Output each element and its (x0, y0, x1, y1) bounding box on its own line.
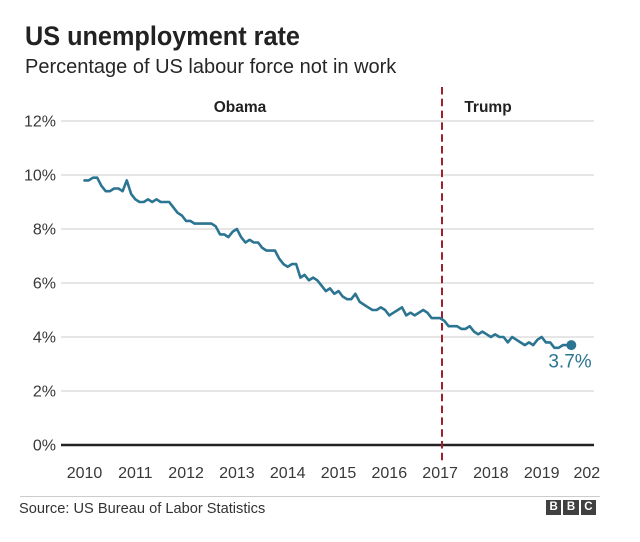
svg-text:0%: 0% (33, 438, 56, 455)
svg-text:Obama: Obama (214, 99, 267, 116)
svg-text:12%: 12% (24, 114, 56, 131)
svg-text:2017: 2017 (422, 465, 458, 482)
svg-text:2%: 2% (33, 384, 56, 401)
svg-text:2015: 2015 (321, 465, 357, 482)
svg-text:8%: 8% (33, 222, 56, 239)
svg-text:10%: 10% (24, 168, 56, 185)
svg-text:202: 202 (574, 465, 601, 482)
svg-text:2010: 2010 (67, 465, 103, 482)
svg-text:2013: 2013 (219, 465, 255, 482)
svg-text:2014: 2014 (270, 465, 306, 482)
svg-text:4%: 4% (33, 330, 56, 347)
svg-text:3.7%: 3.7% (548, 352, 591, 373)
svg-text:2012: 2012 (168, 465, 204, 482)
svg-text:2019: 2019 (524, 465, 560, 482)
svg-text:6%: 6% (33, 276, 56, 293)
svg-text:2016: 2016 (372, 465, 408, 482)
svg-text:2011: 2011 (118, 465, 153, 482)
svg-text:Trump: Trump (464, 99, 511, 116)
svg-text:2018: 2018 (473, 465, 509, 482)
